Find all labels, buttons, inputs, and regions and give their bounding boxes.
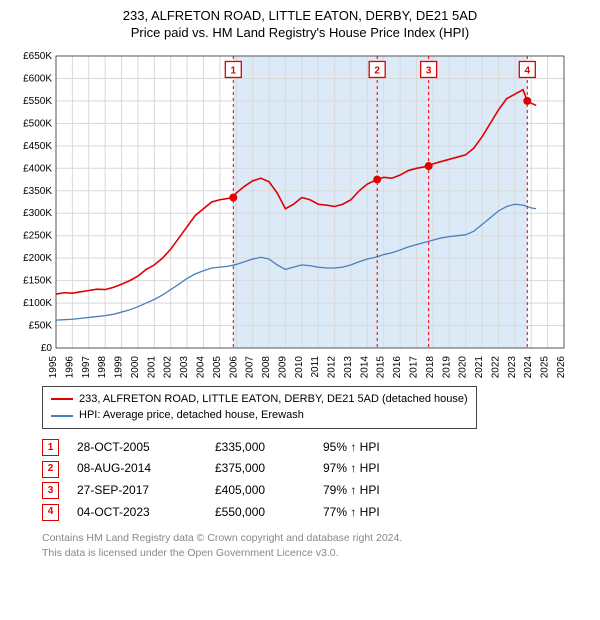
svg-text:£50K: £50K: [29, 320, 53, 331]
sale-pct-vs-hpi: 95% ↑ HPI: [323, 437, 413, 459]
title-line-1: 233, ALFRETON ROAD, LITTLE EATON, DERBY,…: [10, 8, 590, 25]
figure-container: 233, ALFRETON ROAD, LITTLE EATON, DERBY,…: [0, 0, 600, 569]
svg-text:2004: 2004: [195, 355, 206, 377]
sale-marker-box: 4: [42, 504, 59, 521]
svg-text:2003: 2003: [179, 355, 190, 377]
svg-text:2024: 2024: [523, 355, 534, 377]
svg-text:2019: 2019: [441, 355, 452, 377]
chart-area: £0 £50K £100K £150K £200K £250K £300K £350K £400…: [10, 48, 590, 378]
sale-marker-box: 2: [42, 461, 59, 478]
svg-text:2025: 2025: [540, 355, 551, 377]
svg-text:4: 4: [525, 65, 531, 76]
sale-date: 27-SEP-2017: [77, 480, 197, 502]
svg-text:£600K: £600K: [23, 73, 52, 84]
legend-row: 233, ALFRETON ROAD, LITTLE EATON, DERBY,…: [51, 391, 468, 408]
sale-pct-vs-hpi: 77% ↑ HPI: [323, 502, 413, 524]
svg-text:£0: £0: [41, 343, 53, 354]
svg-text:£550K: £550K: [23, 96, 52, 107]
svg-text:2007: 2007: [245, 355, 256, 377]
svg-text:1998: 1998: [97, 355, 108, 377]
svg-text:£350K: £350K: [23, 186, 52, 197]
svg-text:2018: 2018: [425, 355, 436, 377]
svg-text:2021: 2021: [474, 355, 485, 377]
svg-text:1999: 1999: [114, 355, 125, 377]
svg-text:2016: 2016: [392, 355, 403, 377]
title-line-2: Price paid vs. HM Land Registry's House …: [10, 25, 590, 42]
sale-price: £335,000: [215, 437, 305, 459]
attribution-line-2: This data is licensed under the Open Gov…: [42, 546, 584, 561]
svg-text:2015: 2015: [376, 355, 387, 377]
sale-price: £550,000: [215, 502, 305, 524]
attribution-line-1: Contains HM Land Registry data © Crown c…: [42, 531, 584, 546]
legend-swatch: [51, 415, 73, 417]
svg-text:2009: 2009: [277, 355, 288, 377]
svg-text:£650K: £650K: [23, 51, 52, 62]
svg-text:2010: 2010: [294, 355, 305, 377]
sales-row: 4 04-OCT-2023 £550,000 77% ↑ HPI: [42, 502, 584, 524]
sales-row: 2 08-AUG-2014 £375,000 97% ↑ HPI: [42, 458, 584, 480]
attribution: Contains HM Land Registry data © Crown c…: [42, 531, 584, 560]
sale-marker-box: 1: [42, 439, 59, 456]
legend-label: 233, ALFRETON ROAD, LITTLE EATON, DERBY,…: [79, 391, 468, 408]
svg-text:2011: 2011: [310, 355, 321, 377]
svg-text:£100K: £100K: [23, 298, 52, 309]
sales-row: 1 28-OCT-2005 £335,000 95% ↑ HPI: [42, 437, 584, 459]
svg-text:2017: 2017: [409, 355, 420, 377]
svg-text:1996: 1996: [64, 355, 75, 377]
legend-swatch: [51, 398, 73, 400]
svg-text:2012: 2012: [327, 355, 338, 377]
svg-text:2000: 2000: [130, 355, 141, 377]
legend-box: 233, ALFRETON ROAD, LITTLE EATON, DERBY,…: [42, 386, 477, 429]
svg-text:£500K: £500K: [23, 118, 52, 129]
sale-price: £405,000: [215, 480, 305, 502]
sales-table: 1 28-OCT-2005 £335,000 95% ↑ HPI 2 08-AUG-201…: [42, 437, 584, 523]
svg-text:1995: 1995: [48, 355, 59, 377]
legend-label: HPI: Average price, detached house, Erew…: [79, 407, 304, 424]
svg-text:2006: 2006: [228, 355, 239, 377]
svg-text:2020: 2020: [458, 355, 469, 377]
svg-text:3: 3: [426, 65, 432, 76]
svg-text:2002: 2002: [163, 355, 174, 377]
sale-date: 28-OCT-2005: [77, 437, 197, 459]
sale-price: £375,000: [215, 458, 305, 480]
sale-pct-vs-hpi: 97% ↑ HPI: [323, 458, 413, 480]
sales-row: 3 27-SEP-2017 £405,000 79% ↑ HPI: [42, 480, 584, 502]
svg-text:2005: 2005: [212, 355, 223, 377]
svg-text:£150K: £150K: [23, 275, 52, 286]
svg-text:£300K: £300K: [23, 208, 52, 219]
svg-text:2: 2: [374, 65, 380, 76]
svg-text:2008: 2008: [261, 355, 272, 377]
svg-text:2013: 2013: [343, 355, 354, 377]
svg-text:2022: 2022: [490, 355, 501, 377]
sale-marker-box: 3: [42, 482, 59, 499]
svg-text:1997: 1997: [81, 355, 92, 377]
sale-date: 08-AUG-2014: [77, 458, 197, 480]
line-chart-svg: £0 £50K £100K £150K £200K £250K £300K £350K £400…: [10, 48, 570, 378]
svg-text:2026: 2026: [556, 355, 567, 377]
sale-date: 04-OCT-2023: [77, 502, 197, 524]
legend-row: HPI: Average price, detached house, Erew…: [51, 407, 468, 424]
sale-pct-vs-hpi: 79% ↑ HPI: [323, 480, 413, 502]
svg-text:£200K: £200K: [23, 253, 52, 264]
svg-text:£400K: £400K: [23, 163, 52, 174]
svg-text:£450K: £450K: [23, 141, 52, 152]
svg-text:2023: 2023: [507, 355, 518, 377]
svg-text:£250K: £250K: [23, 230, 52, 241]
svg-text:2001: 2001: [146, 355, 157, 377]
svg-text:1: 1: [231, 65, 237, 76]
svg-text:2014: 2014: [359, 355, 370, 377]
